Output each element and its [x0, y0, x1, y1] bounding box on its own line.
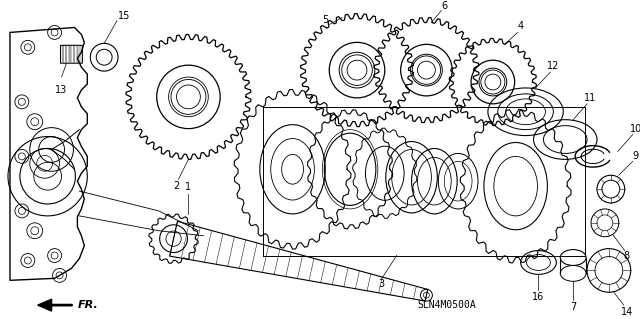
Text: 6: 6	[441, 1, 447, 11]
Text: 3: 3	[379, 279, 385, 289]
Text: 10: 10	[630, 124, 640, 134]
Text: 9: 9	[632, 152, 639, 161]
Text: 4: 4	[518, 21, 524, 32]
Text: 1: 1	[186, 182, 191, 192]
Text: 16: 16	[532, 292, 545, 302]
Text: FR.: FR.	[77, 300, 98, 310]
Text: 5: 5	[322, 15, 328, 25]
Text: 2: 2	[173, 181, 180, 191]
Text: 11: 11	[584, 93, 596, 103]
Text: 8: 8	[623, 250, 630, 261]
Text: 15: 15	[118, 11, 130, 21]
Text: 14: 14	[621, 307, 633, 317]
Text: 12: 12	[547, 61, 559, 71]
Text: SLN4M0500A: SLN4M0500A	[417, 300, 476, 310]
Text: 7: 7	[570, 302, 576, 312]
Text: 13: 13	[56, 85, 68, 95]
Polygon shape	[38, 299, 52, 311]
